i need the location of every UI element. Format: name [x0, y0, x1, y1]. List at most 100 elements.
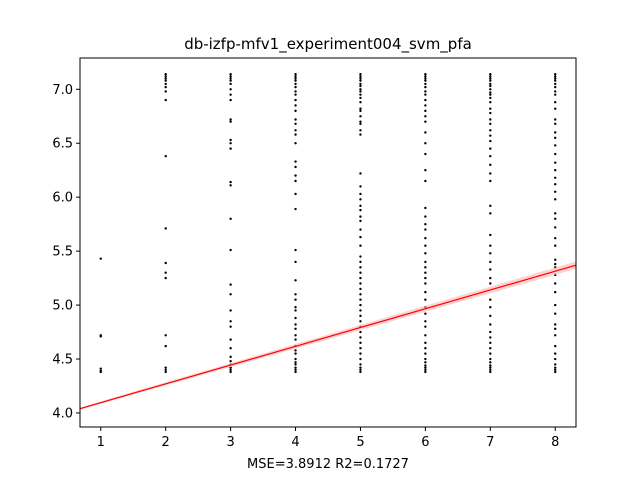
data-point	[359, 368, 362, 372]
data-point	[294, 118, 297, 121]
data-point	[424, 98, 427, 102]
data-point	[554, 169, 557, 172]
data-point	[489, 233, 492, 237]
data-point	[489, 91, 492, 94]
data-point	[489, 84, 492, 88]
data-point	[359, 370, 362, 374]
data-point	[554, 262, 557, 266]
data-point	[359, 109, 362, 113]
data-point	[359, 79, 362, 82]
data-point	[424, 120, 427, 123]
data-point	[229, 359, 232, 363]
x-tick-label: 2	[162, 435, 170, 450]
data-point	[359, 357, 362, 361]
data-point	[424, 93, 427, 96]
data-point	[229, 309, 232, 312]
data-point	[489, 111, 492, 115]
data-point	[294, 77, 297, 80]
data-point	[489, 347, 492, 350]
data-point	[424, 244, 427, 247]
data-point	[164, 276, 167, 280]
data-point	[229, 88, 232, 91]
data-point	[554, 82, 557, 86]
data-point	[554, 352, 557, 355]
data-point	[424, 206, 427, 210]
data-point	[489, 129, 492, 132]
data-point	[554, 236, 557, 240]
data-point	[424, 79, 427, 82]
x-axis-label: MSE=3.8912 R2=0.1727	[247, 457, 409, 472]
data-point	[554, 85, 557, 89]
data-point	[424, 152, 427, 156]
data-point	[424, 142, 427, 145]
data-point	[294, 338, 297, 341]
data-point	[489, 107, 492, 110]
data-point	[359, 271, 362, 274]
data-point	[554, 107, 557, 110]
data-point	[424, 282, 427, 285]
data-point	[489, 93, 492, 96]
data-point	[424, 236, 427, 240]
data-point	[489, 172, 492, 175]
data-point	[294, 90, 297, 93]
data-point	[554, 190, 557, 193]
data-point	[554, 290, 557, 294]
data-point	[359, 198, 362, 201]
data-point	[489, 252, 492, 255]
data-point	[359, 298, 362, 301]
data-point	[554, 323, 557, 326]
data-point	[424, 334, 427, 337]
data-point	[489, 336, 492, 339]
data-point	[294, 370, 297, 374]
data-point	[424, 228, 427, 231]
data-point	[229, 118, 232, 121]
data-point	[489, 179, 492, 183]
data-point	[294, 79, 297, 82]
data-point	[294, 323, 297, 326]
y-tick-label: 5.5	[52, 245, 73, 260]
data-point	[424, 364, 427, 367]
data-point	[424, 77, 427, 80]
data-point	[424, 104, 427, 107]
data-point	[294, 363, 297, 366]
data-point	[229, 75, 232, 78]
data-point	[359, 72, 362, 76]
data-point	[489, 341, 492, 345]
y-tick-label: 6.5	[52, 137, 73, 152]
data-point	[489, 330, 492, 334]
data-point	[489, 79, 492, 82]
data-point	[489, 82, 492, 86]
data-point	[294, 75, 297, 78]
data-point	[359, 192, 362, 196]
data-point	[489, 77, 492, 80]
data-point	[489, 154, 492, 158]
data-point	[229, 368, 232, 372]
data-point	[164, 154, 167, 158]
data-point	[229, 347, 232, 350]
data-point	[489, 139, 492, 143]
data-point	[164, 366, 167, 369]
data-point	[294, 207, 297, 211]
data-point	[164, 344, 167, 348]
data-point	[229, 283, 232, 286]
data-point	[489, 352, 492, 355]
data-point	[359, 204, 362, 208]
data-point	[359, 347, 362, 350]
data-point	[359, 115, 362, 118]
data-point	[229, 138, 232, 142]
regression-line	[79, 264, 577, 410]
data-point	[294, 306, 297, 309]
y-tick-label: 4.0	[52, 406, 73, 421]
y-tick-label: 7.0	[52, 83, 73, 98]
data-point	[164, 79, 167, 82]
data-point	[489, 72, 492, 76]
x-axis: 1 2 3 4 5 6 7 8	[97, 427, 559, 450]
data-point	[424, 325, 427, 328]
data-point	[489, 212, 492, 215]
data-point	[554, 334, 557, 337]
data-point	[489, 163, 492, 167]
data-point	[359, 133, 362, 136]
data-point	[554, 366, 557, 369]
data-point	[554, 75, 557, 78]
data-point	[359, 314, 362, 318]
